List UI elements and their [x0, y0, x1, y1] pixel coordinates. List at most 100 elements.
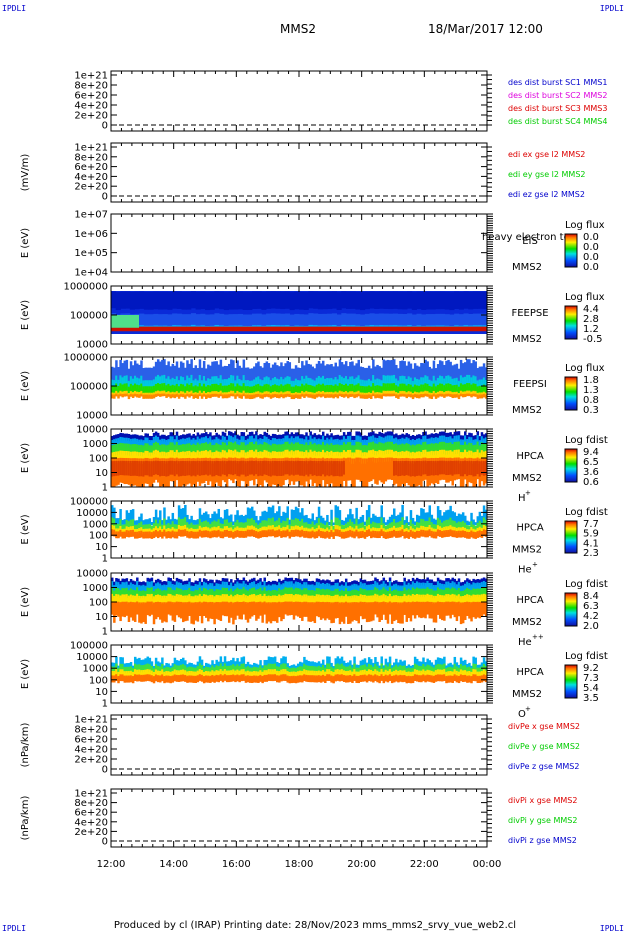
ytick-label: 10000	[76, 411, 108, 422]
panel-frame	[110, 213, 488, 273]
legend-entry: divPi z gse MMS2	[508, 836, 577, 845]
instrument-label: HPCA	[516, 523, 544, 534]
colorbar-tick-label: 1.3	[583, 385, 599, 396]
ytick-label: 100	[89, 531, 108, 542]
species-charge: +	[525, 489, 531, 497]
ytick-label: 8e+20	[74, 725, 108, 736]
y-axis-label: (nPa/km)	[20, 723, 31, 768]
spectrogram-hpca_he	[111, 504, 488, 539]
colorbar-title: Log fdist	[565, 435, 608, 446]
corner-label-bottom-right: IPDLI	[599, 924, 624, 933]
ytick-label: 4e+20	[74, 101, 108, 112]
spectrogram-feepse	[111, 291, 488, 334]
ytick-label: 1000	[83, 583, 108, 594]
species-charge: ++	[532, 633, 544, 641]
panel-frame	[110, 142, 488, 203]
ytick-label: 10	[95, 468, 108, 479]
instrument-label: FEEPSE	[511, 308, 548, 319]
ytick-label: 100000	[70, 497, 108, 508]
instrument-label: HPCA	[516, 451, 544, 462]
ytick-label: 100	[89, 454, 108, 465]
ytick-label: 2e+20	[74, 182, 108, 193]
species-label: O	[518, 709, 526, 720]
instrument-label: HPCA	[516, 667, 544, 678]
ytick-label: 10	[95, 687, 108, 698]
species-charge: +	[525, 705, 531, 713]
ytick-label: 1e+21	[74, 789, 108, 800]
ytick-label: 1e+07	[74, 210, 108, 221]
ytick-label: 1	[102, 699, 108, 710]
colorbar-tick-label: 0.0	[583, 232, 599, 243]
colorbar-title: Log fdist	[565, 651, 608, 662]
colorbar-title: Log fdist	[565, 579, 608, 590]
panel-frame	[110, 70, 488, 132]
panel-feepsi: 1000000 100000 10000 E (eV) FEEPSI MMS2 Log fl…	[20, 353, 605, 422]
ytick-label: 100	[89, 598, 108, 609]
legend-entry: edi ez gse l2 MMS2	[508, 190, 585, 199]
spacecraft-title: MMS2	[280, 22, 316, 36]
instrument-label: EIS	[522, 236, 538, 247]
colorbar-tick-label: 0.6	[583, 477, 599, 488]
colorbar	[564, 592, 578, 627]
ytick-label: 100000	[70, 311, 108, 322]
ytick-label: 10000	[76, 569, 108, 580]
legend-entry: edi ex gse l2 MMS2	[508, 150, 585, 159]
ytick-label: 6e+20	[74, 808, 108, 819]
ytick-label: 0	[102, 765, 108, 776]
spacecraft-label: MMS2	[512, 689, 542, 700]
legend-entry: divPe z gse MMS2	[508, 762, 579, 771]
y-axis-label: E (eV)	[20, 371, 31, 401]
panel-eis: 1e+07 1e+06 1e+05 1e+04 E (eV) EIS MMS2 heavy e…	[20, 210, 605, 279]
ytick-label: 8e+20	[74, 152, 108, 163]
species-label: He	[518, 565, 532, 576]
ytick-label: 1000	[83, 519, 108, 530]
spacecraft-label: MMS2	[512, 262, 542, 273]
xtick-label: 00:00	[473, 859, 502, 870]
colorbar-tick-label: 5.9	[583, 529, 599, 540]
species-label: He	[518, 637, 532, 648]
panel-hpca_h: 10000 1000 100 10 1 E (eV) HPCA MMS2 H + Log fdist…	[20, 425, 608, 505]
ytick-label: 100000	[70, 382, 108, 393]
ytick-label: 10000	[76, 508, 108, 519]
colorbar	[564, 664, 578, 699]
spacecraft-label: MMS2	[512, 405, 542, 416]
colorbar-tick-label: 9.4	[583, 447, 599, 458]
overlay-text: heavy electron to	[482, 232, 570, 243]
spacecraft-label: MMS2	[512, 473, 542, 484]
ytick-label: 8e+20	[74, 798, 108, 809]
colorbar-tick-label: 0.0	[583, 252, 599, 263]
colorbar-tick-label: 6.5	[583, 457, 599, 468]
ytick-label: 1000	[83, 664, 108, 675]
legend-entry: divPi x gse MMS2	[508, 796, 577, 805]
panel-feepse: 1000000 100000 10000 E (eV) FEEPSE MMS2 Log fl…	[20, 282, 605, 351]
colorbar-tick-label: 2.0	[583, 621, 599, 632]
y-axis-label: (nPa/km)	[20, 796, 31, 841]
ytick-label: 10	[95, 612, 108, 623]
colorbar-tick-label: 0.0	[583, 262, 599, 273]
spacecraft-label: MMS2	[512, 545, 542, 556]
colorbar-title: Log fdist	[565, 507, 608, 518]
ytick-label: 8e+20	[74, 81, 108, 92]
footer-credit: Produced by cl (IRAP) Printing date: 28/…	[113, 920, 517, 931]
legend-entry: des dist burst SC3 MMS3	[508, 104, 607, 113]
ytick-label: 4e+20	[74, 817, 108, 828]
xtick-label: 18:00	[285, 859, 314, 870]
ytick-label: 6e+20	[74, 91, 108, 102]
spacecraft-label: MMS2	[512, 617, 542, 628]
ytick-label: 100	[89, 675, 108, 686]
colorbar-tick-label: 0.0	[583, 242, 599, 253]
xtick-label: 20:00	[347, 859, 376, 870]
colorbar-tick-label: 0.3	[583, 405, 599, 416]
colorbar	[564, 233, 578, 268]
colorbar-tick-label: 1.2	[583, 324, 599, 335]
ytick-label: 1000	[83, 439, 108, 450]
xtick-label: 22:00	[410, 859, 439, 870]
legend-entry: des dist burst SC2 MMS2	[508, 91, 607, 100]
colorbar-tick-label: 9.2	[583, 663, 599, 674]
y-axis-label: E (eV)	[20, 300, 31, 330]
colorbar	[564, 305, 578, 340]
y-axis-label: E (eV)	[20, 228, 31, 258]
